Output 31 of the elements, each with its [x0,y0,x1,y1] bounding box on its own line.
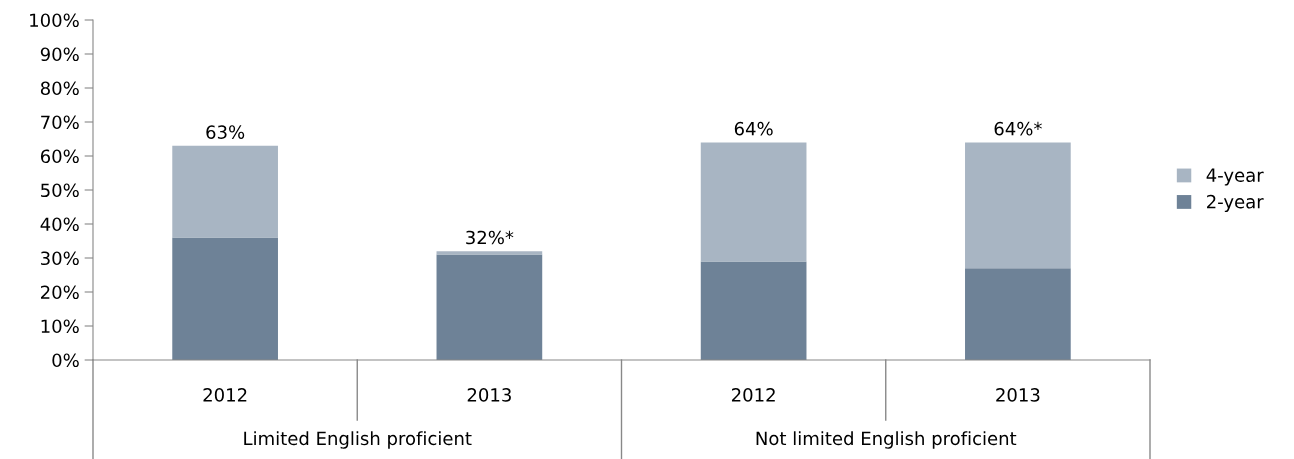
bar [965,268,1071,360]
y-tick-label: 80% [40,81,79,96]
bar [172,145,278,238]
y-tick-label: 70% [41,115,79,130]
y-tick-label: 40% [40,217,79,232]
total-label: 64%* [994,121,1042,136]
y-tick-label: 90% [40,47,79,62]
y-tick-label: 100% [30,13,79,28]
legend-label: 2-year [1207,194,1264,212]
bar [700,261,807,360]
x-tick-label: 2012 [203,388,247,402]
y-tick-label: 60% [40,149,79,164]
x-tick-label: 2012 [731,388,775,402]
bar [436,251,543,255]
bar [172,237,278,360]
total-label: 64% [734,121,773,136]
x-tick-label: 2013 [467,388,511,402]
x-tick-label: 2013 [996,388,1040,402]
total-label: 32%* [466,230,514,245]
text: Limited English proficient [244,431,472,449]
legend-label: 4-year [1206,168,1264,186]
bar [700,142,807,262]
bar [965,142,1071,269]
y-tick-label: 50% [41,183,79,198]
y-tick-label: 30% [41,251,79,266]
bar [436,254,543,360]
y-tick-label: 20% [41,285,79,300]
y-tick-label: 0% [52,353,79,368]
y-tick-label: 10% [41,319,79,334]
text: Not limited English proficient [756,431,1017,449]
total-label: 63% [206,125,245,139]
